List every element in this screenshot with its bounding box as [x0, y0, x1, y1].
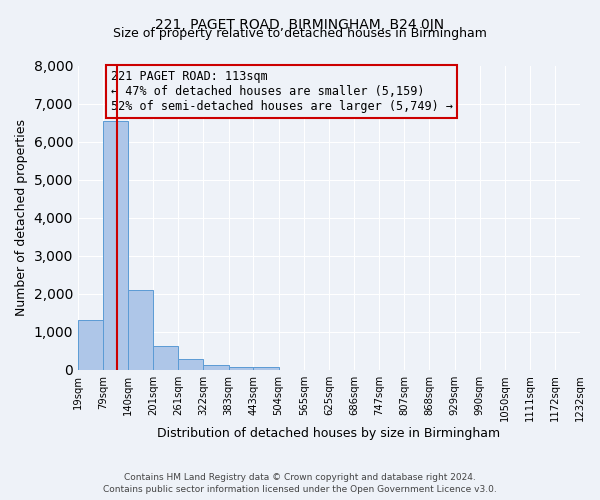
Bar [153, 346, 178, 370]
Bar [103, 120, 128, 370]
Bar [229, 367, 253, 370]
X-axis label: Distribution of detached houses by size in Birmingham: Distribution of detached houses by size … [157, 427, 500, 440]
Y-axis label: Number of detached properties: Number of detached properties [15, 119, 28, 316]
Text: Size of property relative to detached houses in Birmingham: Size of property relative to detached ho… [113, 28, 487, 40]
Text: Contains public sector information licensed under the Open Government Licence v3: Contains public sector information licen… [103, 485, 497, 494]
Bar [78, 320, 103, 370]
Text: Contains HM Land Registry data © Crown copyright and database right 2024.: Contains HM Land Registry data © Crown c… [124, 472, 476, 482]
Bar [128, 290, 153, 370]
Bar [203, 366, 229, 370]
Bar [253, 367, 278, 370]
Bar [178, 359, 203, 370]
Text: 221, PAGET ROAD, BIRMINGHAM, B24 0JN: 221, PAGET ROAD, BIRMINGHAM, B24 0JN [155, 18, 445, 32]
Text: 221 PAGET ROAD: 113sqm
← 47% of detached houses are smaller (5,159)
52% of semi-: 221 PAGET ROAD: 113sqm ← 47% of detached… [110, 70, 452, 113]
